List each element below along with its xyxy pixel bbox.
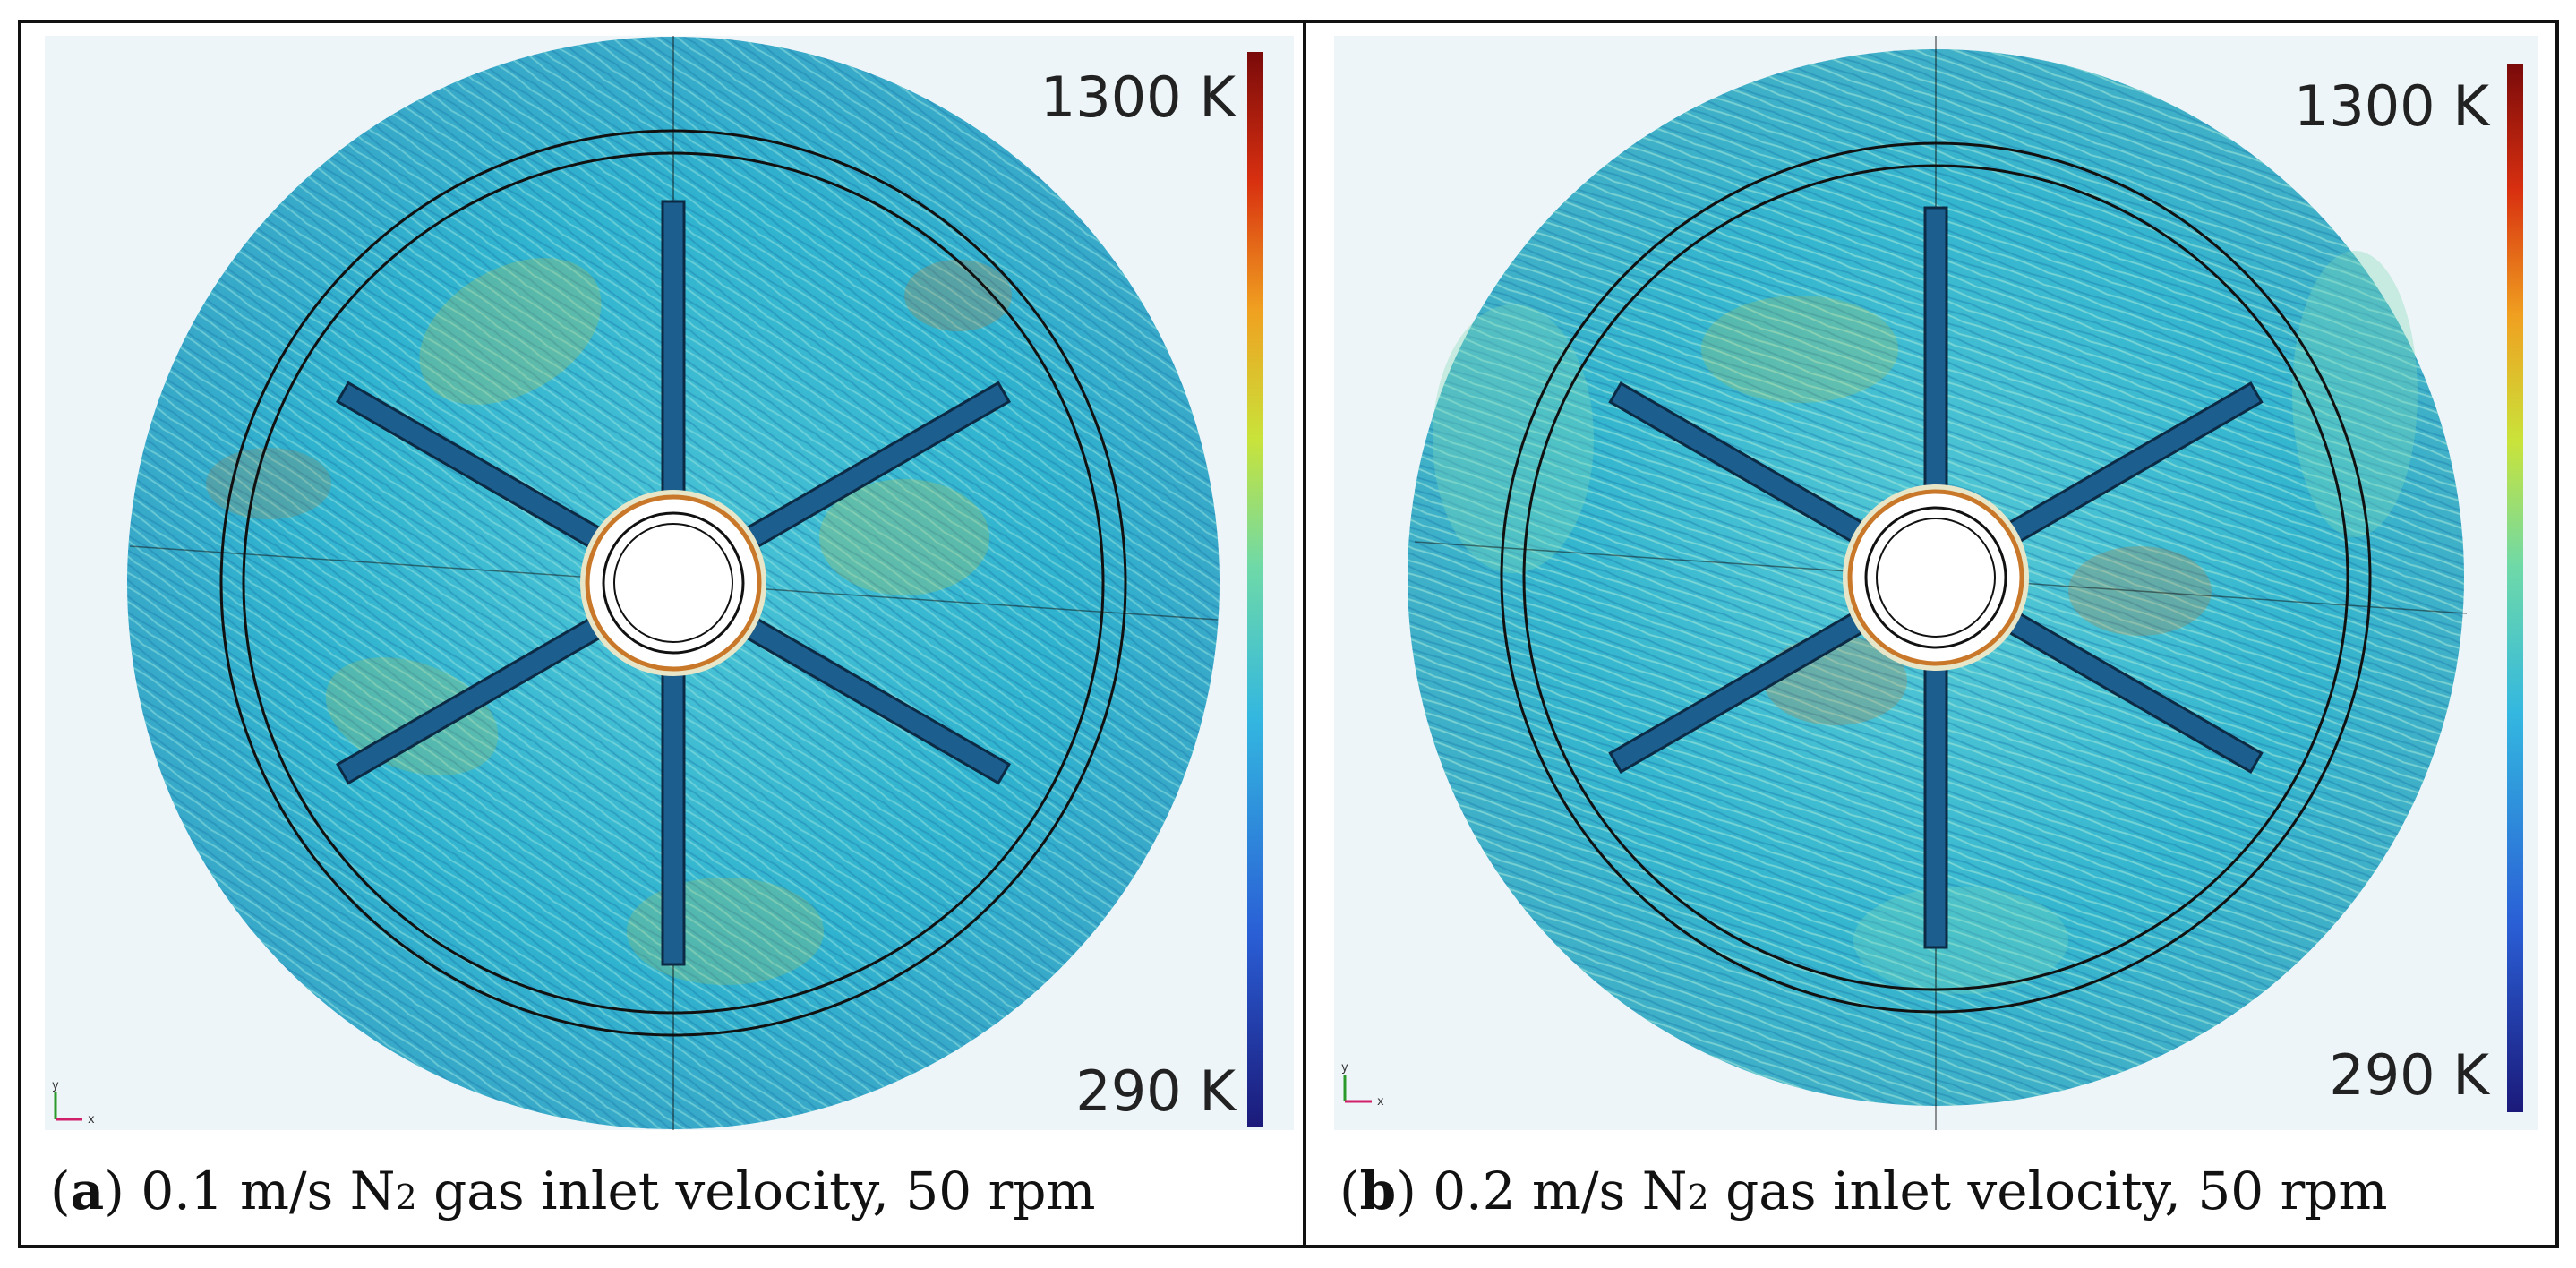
colorbar-max-label: 1300 K [2294,73,2490,139]
colorbar-max-label: 1300 K [1040,64,1237,130]
panel-a: 1300 K 290 K y x [45,36,1294,1130]
colorbar-min-label: 290 K [1075,1058,1237,1124]
axes-triad: y x [1341,1061,1384,1109]
caption-subscript: 2 [395,1178,417,1217]
colorbar [2507,64,2523,1112]
figure-frame [18,20,2559,1248]
caption-text-after: gas inlet velocity, 50 rpm [1708,1161,2388,1221]
colorbar [1247,52,1263,1127]
axis-y-label: y [1341,1061,1348,1075]
panel-b-graphic: 1300 K 290 K y x [1334,36,2538,1130]
panel-a-graphic: 1300 K 290 K y x [45,36,1294,1130]
caption-text-before: 0.2 m/s N [1433,1161,1688,1221]
central-hub [1843,484,2029,671]
axis-x-label: x [88,1113,95,1127]
caption-a: (a) 0.1 m/s N2 gas inlet velocity, 50 rp… [50,1161,1096,1221]
axes-triad: y x [52,1079,95,1127]
caption-subscript: 2 [1687,1178,1709,1217]
stirring-blades [1608,206,2264,949]
stirring-blades [336,200,1011,966]
caption-text-before: 0.1 m/s N [141,1161,396,1221]
axis-x-label: x [1377,1095,1384,1109]
caption-b: (b) 0.2 m/s N2 gas inlet velocity, 50 rp… [1339,1161,2388,1221]
colorbar-min-label: 290 K [2329,1042,2490,1108]
caption-letter: b [1359,1161,1397,1221]
panel-divider [1303,20,1306,1248]
caption-letter: a [70,1161,105,1221]
central-hub [580,490,766,676]
panel-b: 1300 K 290 K y x [1334,36,2538,1130]
axis-y-label: y [52,1079,59,1092]
caption-text-after: gas inlet velocity, 50 rpm [416,1161,1096,1221]
